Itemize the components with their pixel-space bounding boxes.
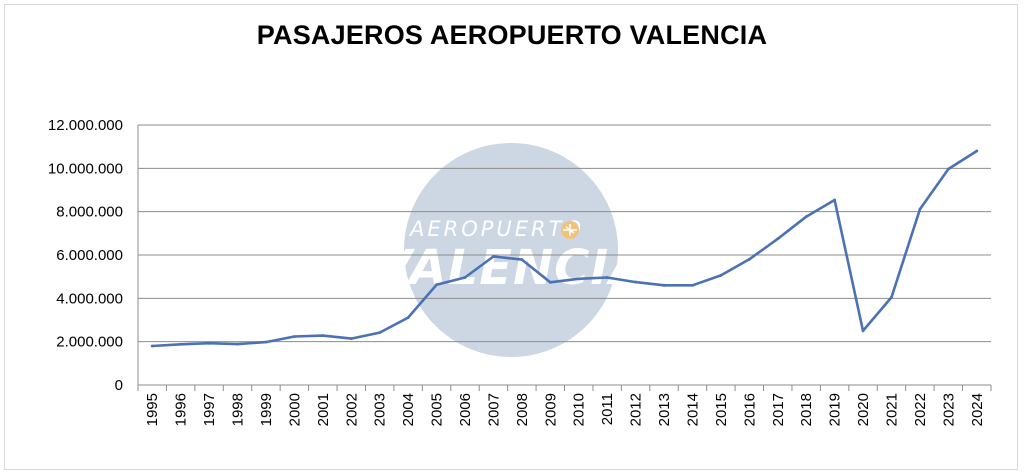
x-tick-label: 2014: [684, 393, 701, 426]
data-point-1998: [236, 342, 239, 346]
watermark-line2: VALENCIA: [375, 240, 648, 296]
y-axis: 0 2.000.000 4.000.000 6.000.000 8.000.000 10.…: [48, 117, 139, 394]
x-tick-label: 2006: [457, 393, 474, 426]
x-tick-label: 2009: [542, 393, 559, 426]
x-tick-label: 2010: [571, 393, 588, 426]
data-point-1997: [207, 341, 211, 345]
x-tick-label: 2011: [599, 393, 616, 425]
x-tick-label: 2022: [912, 393, 929, 426]
x-axis: 1995 1996 1997 1998 1999 2000 2001 2002 2003 2004…: [137, 384, 992, 426]
y-tick-label: 6.000.000: [56, 247, 123, 264]
aeropuerto-valencia-watermark-logo: AEROPUERTO VALENCIA: [375, 143, 648, 357]
x-tick-label: 2021: [883, 393, 900, 426]
watermark-circle: [404, 143, 618, 357]
data-point-2005: [435, 283, 438, 287]
y-tick-label: 10.000.000: [48, 160, 123, 177]
x-tick-label: 2020: [855, 393, 872, 426]
x-tick-label: 2015: [713, 393, 730, 426]
data-point-2022: [918, 207, 922, 211]
x-tick-label: 1997: [201, 393, 218, 426]
gridlines: [138, 124, 991, 343]
x-tick-label: 1999: [258, 393, 275, 426]
data-point-2012: [634, 280, 637, 284]
data-point-2000: [292, 335, 296, 338]
data-point-2015: [719, 273, 723, 277]
data-point-2018: [804, 215, 808, 219]
data-point-2024: [975, 149, 979, 153]
y-tick-label: 8.000.000: [56, 204, 123, 221]
data-point-2011: [605, 276, 609, 279]
x-tick-label: 2017: [770, 393, 787, 426]
y-tick-label: 12.000.000: [48, 117, 123, 134]
y-tick-label: 2.000.000: [56, 334, 123, 351]
x-tick-label: 1998: [230, 393, 247, 426]
x-tick-label: 2018: [798, 393, 815, 426]
y-tick-label: 4.000.000: [56, 290, 123, 307]
data-point-2021: [890, 295, 893, 299]
x-tick-label: 2013: [656, 393, 673, 426]
data-point-2002: [349, 337, 353, 341]
series-line: [150, 149, 979, 348]
data-point-2017: [776, 237, 780, 241]
chart-title: PASAJEROS AEROPUERTO VALENCIA: [256, 20, 768, 50]
series-line-0: [150, 149, 979, 348]
x-tick-label: 2016: [741, 393, 758, 426]
x-tick-label: 2002: [343, 393, 360, 426]
data-point-2016: [747, 257, 751, 261]
x-tick-label: 2005: [429, 393, 446, 426]
x-tick-label: 2007: [485, 393, 502, 426]
data-point-2019: [833, 198, 837, 202]
data-point-2014: [691, 283, 694, 287]
data-point-2001: [321, 334, 325, 337]
data-point-1995: [150, 344, 154, 348]
x-tick-label: 2003: [372, 393, 389, 426]
x-tick-label: 2008: [514, 393, 531, 426]
x-tick-label: 2004: [400, 393, 417, 426]
data-point-2020: [861, 329, 865, 333]
data-point-2009: [548, 280, 552, 284]
x-tick-label: 1995: [144, 393, 161, 426]
watermark-line1: AEROPUERTO: [408, 217, 584, 241]
data-point-2006: [463, 276, 467, 279]
data-point-2007: [492, 255, 495, 258]
x-tick-label: 2024: [969, 393, 986, 426]
data-point-2010: [577, 277, 581, 281]
data-point-1996: [179, 342, 183, 346]
data-point-2008: [520, 258, 524, 261]
data-point-1999: [264, 340, 268, 344]
x-tick-label: 2000: [286, 393, 303, 426]
data-point-2004: [406, 316, 410, 320]
data-point-2003: [378, 331, 382, 334]
data-point-2013: [662, 283, 666, 287]
x-tick-label: 2012: [628, 393, 645, 426]
x-tick-label: 2001: [315, 393, 332, 426]
x-tick-label: 1996: [173, 393, 190, 426]
plane-icon: [561, 221, 579, 239]
data-point-2023: [946, 167, 950, 171]
y-tick-label: 0: [115, 377, 123, 394]
x-tick-label: 2019: [827, 393, 844, 426]
x-tick-label: 2023: [940, 393, 957, 426]
